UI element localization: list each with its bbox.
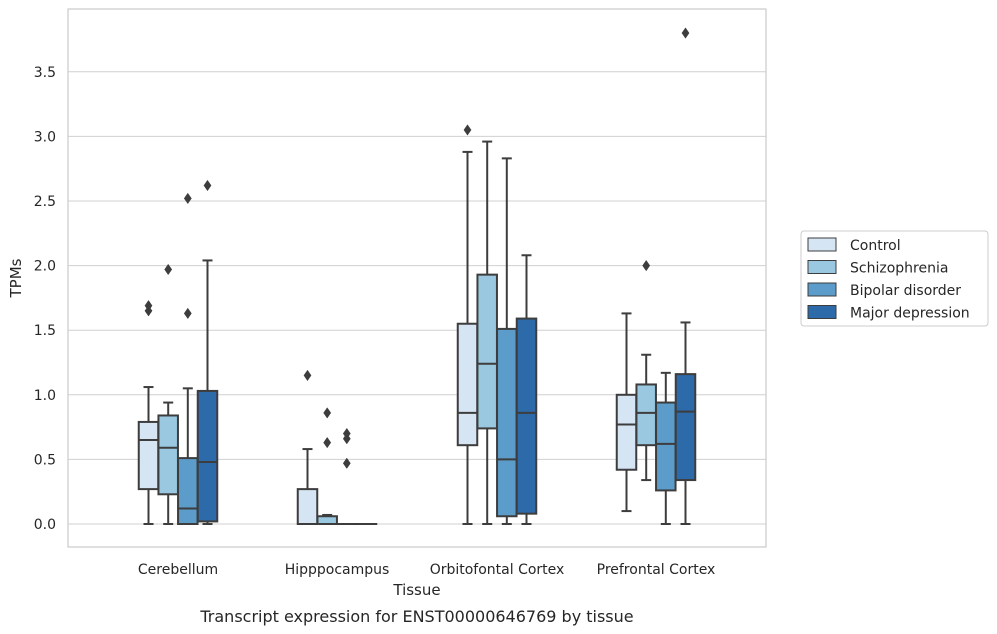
box-body bbox=[674, 373, 697, 482]
legend: Control Schizophrenia Bipolar disorder Majo… bbox=[800, 230, 989, 327]
x-tick-label: Prefrontal Cortex bbox=[597, 562, 716, 578]
box-2-1 bbox=[336, 427, 358, 526]
outlier-point bbox=[183, 192, 192, 205]
outlier-point bbox=[342, 427, 351, 440]
box-body bbox=[515, 317, 538, 515]
box-0-0 bbox=[137, 300, 160, 525]
y-tick-label: 2.0 bbox=[34, 259, 56, 275]
y-tick-label: 3.0 bbox=[34, 129, 56, 145]
outlier-point bbox=[183, 307, 192, 320]
box-1-3 bbox=[635, 259, 657, 482]
y-tick-label: 2.5 bbox=[34, 194, 56, 210]
y-axis-label: TPMs bbox=[7, 258, 25, 298]
x-tick-label: Cerebellum bbox=[138, 562, 218, 578]
box-body bbox=[615, 393, 638, 471]
x-axis-label: Tissue bbox=[392, 581, 440, 599]
figure-caption: Transcript expression for ENST0000064676… bbox=[199, 607, 633, 626]
box-0-3 bbox=[615, 312, 638, 513]
box-body bbox=[137, 420, 160, 491]
outlier-point bbox=[681, 27, 690, 39]
boxes bbox=[137, 27, 697, 526]
legend-label: Bipolar disorder bbox=[850, 283, 961, 299]
y-tick-label: 3.5 bbox=[34, 65, 56, 81]
outlier-point bbox=[164, 263, 173, 276]
box-0-1 bbox=[296, 369, 319, 525]
box-3-2 bbox=[515, 254, 538, 525]
box-3-0 bbox=[196, 179, 219, 525]
outlier-point bbox=[342, 457, 351, 469]
y-tick-label: 0.0 bbox=[34, 517, 56, 533]
box-1-2 bbox=[476, 140, 498, 525]
x-tick-label: Hipppocampus bbox=[285, 562, 390, 578]
outlier-point bbox=[144, 300, 153, 312]
outlier-point bbox=[323, 436, 332, 449]
outlier-point bbox=[642, 259, 651, 272]
y-tick-label: 1.5 bbox=[34, 323, 56, 339]
box-body bbox=[635, 383, 657, 447]
legend-swatch bbox=[807, 305, 837, 319]
legend-swatch bbox=[807, 260, 837, 274]
box-body bbox=[655, 401, 677, 492]
box-2-0 bbox=[177, 192, 199, 525]
y-tick-labels: 0.0 0.5 1.0 1.5 2.0 2.5 3.0 3.5 bbox=[34, 65, 56, 533]
legend-swatch bbox=[807, 237, 837, 252]
outlier-point bbox=[323, 407, 332, 419]
box-2-3 bbox=[655, 371, 677, 525]
legend-label: Major depression bbox=[850, 306, 970, 322]
legend-label: Control bbox=[850, 238, 901, 254]
box-3-3 bbox=[674, 27, 697, 525]
box-2-2 bbox=[496, 157, 518, 525]
plot-frame bbox=[67, 8, 767, 548]
legend-swatch bbox=[807, 282, 837, 297]
box-0-2 bbox=[456, 124, 479, 525]
outlier-point bbox=[203, 179, 212, 192]
outlier-point bbox=[303, 369, 312, 382]
box-body bbox=[316, 515, 338, 525]
x-tick-label: Orbitofontal Cortex bbox=[430, 562, 565, 578]
box-body bbox=[456, 322, 479, 447]
box-body bbox=[496, 327, 518, 518]
legend-frame bbox=[800, 230, 989, 327]
box-1-1 bbox=[316, 407, 338, 525]
box-body bbox=[476, 273, 498, 430]
y-tick-label: 1.0 bbox=[34, 388, 56, 404]
outlier-point bbox=[463, 124, 472, 136]
legend-label: Schizophrenia bbox=[850, 261, 948, 277]
box-1-0 bbox=[157, 263, 179, 525]
x-tick-labels: Cerebellum Hipppocampus Orbitofontal Corte… bbox=[138, 562, 715, 578]
y-tick-label: 0.5 bbox=[34, 452, 56, 468]
box-body bbox=[177, 457, 199, 525]
box-body bbox=[157, 414, 179, 496]
box-body bbox=[196, 389, 219, 523]
box-body bbox=[296, 488, 319, 525]
